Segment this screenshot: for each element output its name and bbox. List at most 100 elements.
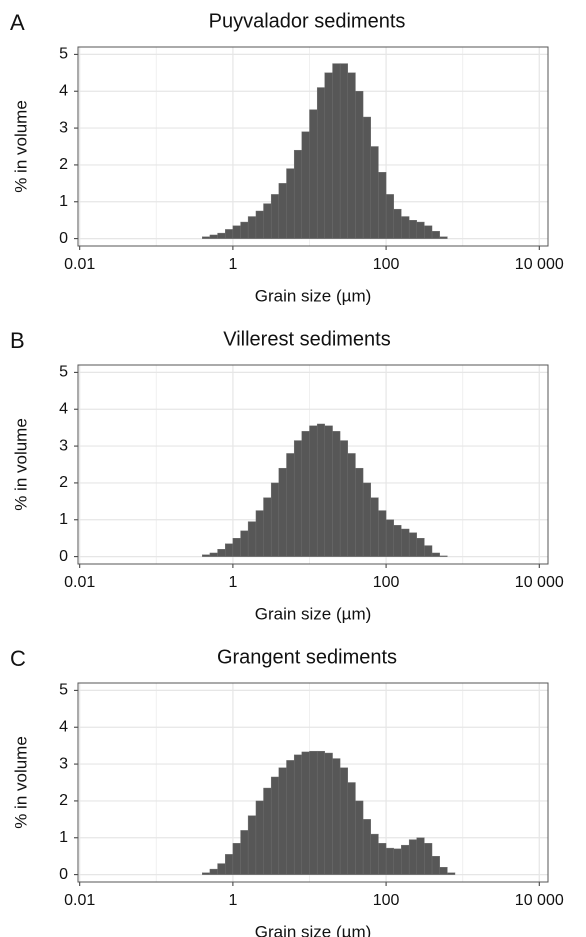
bar (217, 549, 226, 557)
bar (401, 216, 410, 239)
x-tick-label: 0.01 (64, 256, 95, 273)
x-tick-label: 10 000 (515, 256, 564, 273)
bar (225, 229, 234, 239)
bar (355, 91, 364, 239)
y-axis-label: % in volume (11, 418, 30, 511)
bar (447, 872, 456, 875)
plot-border (77, 46, 549, 247)
bar (232, 225, 241, 239)
bar (263, 497, 272, 557)
bar (362, 819, 371, 875)
bar (278, 767, 287, 875)
bar (217, 863, 226, 875)
chart-title: Villerest sediments (223, 328, 390, 350)
y-tick-label: 3 (59, 119, 68, 136)
bar (263, 203, 272, 239)
panel-label: C (10, 646, 26, 671)
bar (385, 847, 394, 875)
y-tick-label: 5 (59, 46, 68, 63)
bar (431, 856, 440, 875)
bar (270, 776, 280, 875)
bar (301, 131, 310, 239)
bar (347, 782, 356, 875)
bar (362, 482, 371, 557)
bar (362, 116, 371, 239)
bar (293, 440, 303, 557)
bar (232, 843, 241, 875)
bar (431, 552, 440, 557)
bar (240, 530, 249, 557)
bar (316, 750, 325, 875)
bar (209, 552, 218, 557)
bar (332, 758, 341, 875)
y-tick-label: 5 (59, 364, 68, 381)
bar (316, 423, 325, 557)
bar (370, 833, 379, 875)
bar (309, 109, 318, 239)
bar (393, 525, 402, 557)
bar (424, 843, 433, 875)
bar (355, 800, 364, 875)
bar (370, 497, 379, 557)
y-tick-label: 5 (59, 682, 68, 699)
bar (270, 194, 280, 239)
bar (247, 521, 257, 557)
y-tick-label: 3 (59, 437, 68, 454)
bar (385, 194, 394, 239)
y-tick-label: 1 (59, 829, 68, 846)
bar (202, 872, 211, 875)
plot-border (77, 364, 549, 565)
bar (439, 555, 448, 557)
bar (408, 839, 417, 875)
bar (209, 234, 218, 239)
bar (439, 867, 448, 875)
bar (293, 754, 303, 875)
bar (225, 543, 234, 557)
y-axis-label: % in volume (11, 100, 30, 193)
bar (378, 843, 387, 875)
bar (324, 72, 333, 239)
bar (240, 830, 249, 875)
bar (385, 519, 394, 557)
y-tick-label: 0 (59, 866, 68, 883)
bar (263, 787, 272, 875)
panel: A Puyvalador sediments Grain size (µm) % in… (10, 10, 564, 306)
bar (309, 425, 318, 557)
bar (255, 510, 264, 557)
x-tick-label: 0.01 (64, 574, 95, 591)
bar (247, 815, 257, 875)
x-tick-label: 10 000 (515, 574, 564, 591)
bar (431, 231, 440, 239)
bar (324, 425, 333, 557)
x-axis-label: Grain size (µm) (255, 286, 372, 305)
bar (401, 844, 410, 875)
bar (247, 216, 257, 239)
y-tick-label: 4 (59, 718, 68, 735)
y-axis-label: % in volume (11, 736, 30, 829)
bar (202, 554, 211, 557)
bar (270, 482, 280, 557)
y-tick-label: 0 (59, 230, 68, 247)
plot-border (77, 682, 549, 883)
bar (309, 750, 318, 875)
bar (202, 236, 211, 239)
panel: B Villerest sediments Grain size (µm) % in … (10, 328, 564, 624)
bar (232, 538, 241, 557)
bar (255, 210, 264, 239)
bar (286, 168, 295, 239)
bar (278, 467, 287, 557)
bar (378, 510, 387, 557)
y-tick-label: 0 (59, 548, 68, 565)
bar (324, 752, 333, 875)
bar (286, 453, 295, 557)
bar (408, 532, 417, 557)
bar (339, 440, 348, 557)
x-axis-label: Grain size (µm) (255, 604, 372, 623)
bar (209, 868, 218, 875)
x-tick-label: 0.01 (64, 892, 95, 909)
bar (416, 221, 425, 239)
chart-title: Grangent sediments (217, 646, 397, 668)
bar (255, 800, 264, 875)
y-tick-label: 1 (59, 193, 68, 210)
bar (393, 848, 402, 875)
